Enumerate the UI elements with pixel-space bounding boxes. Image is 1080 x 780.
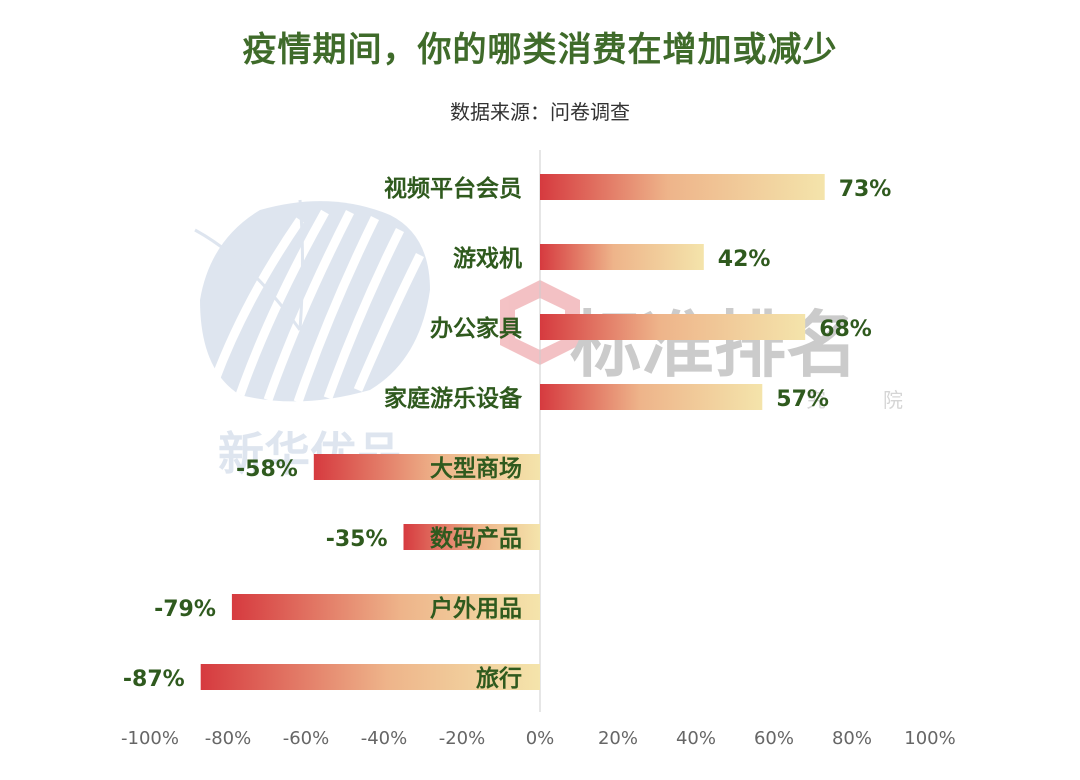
- x-tick-label: 20%: [598, 728, 638, 749]
- x-tick-label: -60%: [283, 728, 330, 749]
- value-label: -35%: [326, 527, 388, 552]
- category-label: 数码产品: [430, 525, 522, 552]
- value-label: 42%: [718, 247, 771, 272]
- right-watermark-subtext: 究: [806, 388, 826, 412]
- right-watermark-subtext: 院: [883, 388, 903, 412]
- x-tick-label: -40%: [361, 728, 408, 749]
- bar-0: [540, 174, 825, 200]
- bar-1: [540, 244, 704, 270]
- value-label: 57%: [776, 387, 829, 412]
- bar-3: [540, 384, 763, 410]
- left-watermark-logo: 新华优品: [194, 199, 430, 481]
- value-label: -58%: [236, 457, 298, 482]
- x-tick-label: 60%: [754, 728, 794, 749]
- value-label: -87%: [123, 667, 185, 692]
- x-tick-label: 100%: [904, 728, 955, 749]
- value-label: 68%: [819, 317, 872, 342]
- category-label: 办公家具: [430, 315, 522, 342]
- bar-6: [231, 594, 540, 620]
- bar-5: [403, 524, 540, 550]
- category-label: 大型商场: [430, 455, 522, 482]
- x-tick-label: -100%: [121, 728, 179, 749]
- bar-7: [200, 664, 540, 690]
- x-tick-label: 0%: [526, 728, 555, 749]
- chart-subtitle: 数据来源：问卷调查: [450, 100, 630, 124]
- category-label: 户外用品: [430, 595, 522, 622]
- value-label: -79%: [154, 597, 216, 622]
- x-tick-label: 40%: [676, 728, 716, 749]
- category-label: 旅行: [476, 665, 522, 692]
- x-tick-label: 80%: [832, 728, 872, 749]
- chart-title: 疫情期间，你的哪类消费在增加或减少: [242, 30, 838, 70]
- category-label: 游戏机: [453, 245, 522, 272]
- category-label: 视频平台会员: [384, 175, 522, 202]
- bar-2: [540, 314, 806, 340]
- x-tick-label: -20%: [439, 728, 486, 749]
- bar-4: [313, 454, 540, 480]
- x-tick-label: -80%: [205, 728, 252, 749]
- value-label: 73%: [839, 177, 892, 202]
- category-label: 家庭游乐设备: [384, 385, 523, 412]
